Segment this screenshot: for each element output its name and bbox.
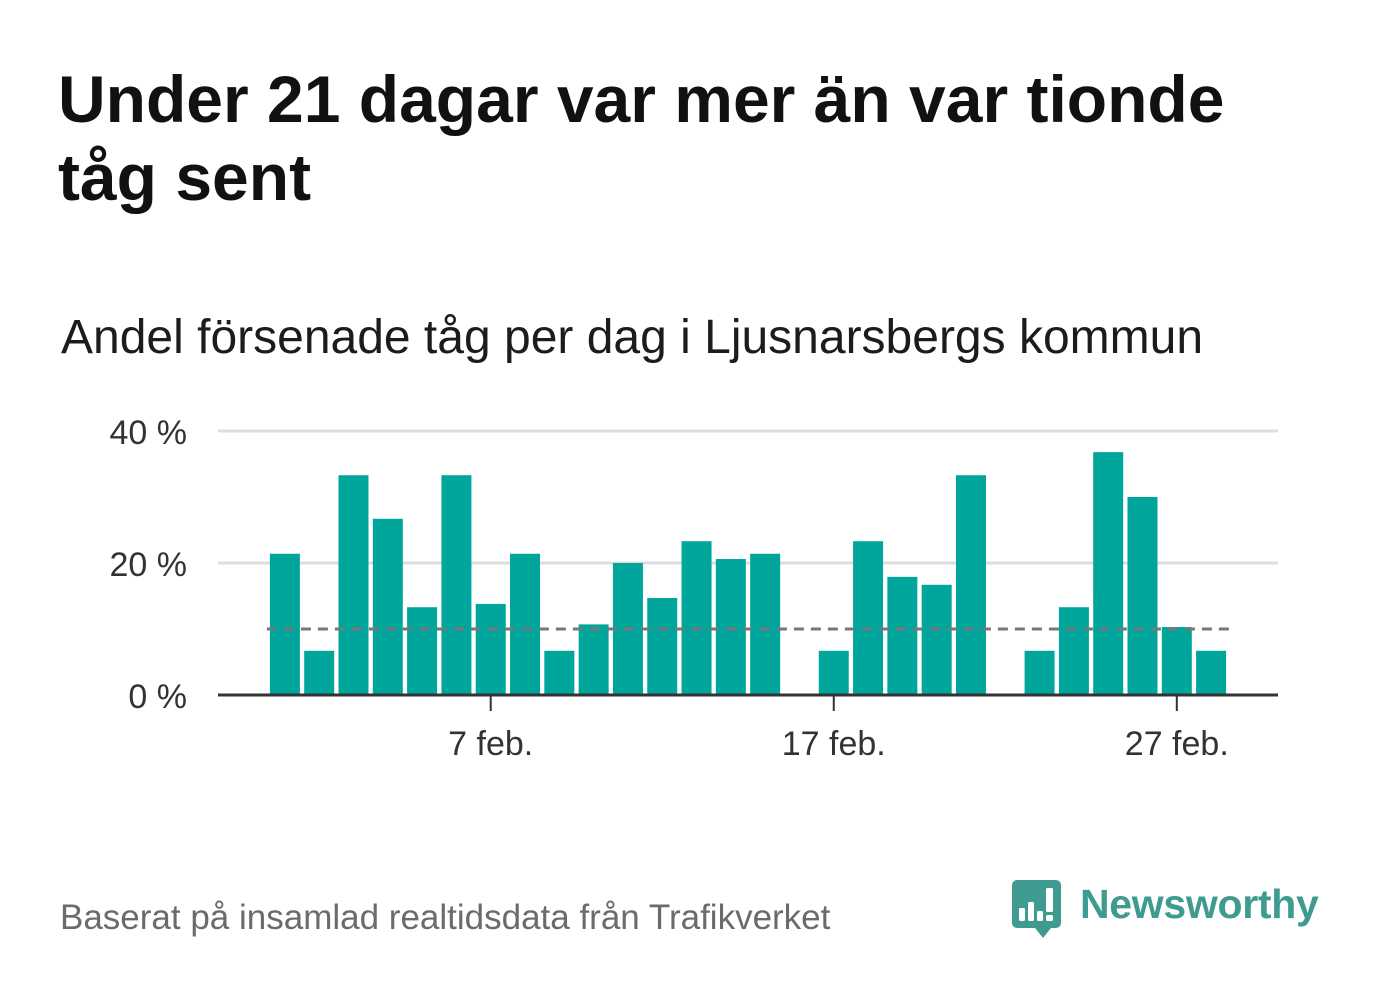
logo-bar	[1037, 911, 1043, 921]
logo-bar	[1028, 902, 1034, 921]
bar	[304, 650, 335, 695]
bar	[647, 597, 678, 695]
source-note: Baserat på insamlad realtidsdata från Tr…	[60, 898, 831, 937]
bar	[921, 584, 952, 695]
bar	[955, 475, 986, 695]
bar	[1024, 650, 1055, 695]
y-tick-label: 0 %	[128, 678, 187, 716]
bar	[338, 475, 369, 695]
logo-wordmark: Newsworthy	[1080, 881, 1319, 927]
x-tick-label: 7 feb.	[448, 725, 533, 763]
x-tick-label: 17 feb.	[782, 725, 886, 763]
bar	[1196, 650, 1227, 695]
bar	[372, 518, 403, 695]
logo-dot	[1046, 915, 1053, 921]
chart-subtitle: Andel försenade tåg per dag i Ljusnarsbe…	[61, 311, 1204, 364]
bar-chart: 0 % 20 % 40 % 7 feb. 17 feb. 27 feb.	[110, 414, 1278, 763]
bar	[578, 624, 609, 695]
y-tick-label: 40 %	[110, 414, 188, 452]
chart-title: Under 21 dagar var mer än var tionde tåg…	[58, 62, 1225, 214]
x-tick-label: 27 feb.	[1125, 725, 1229, 763]
bar	[407, 607, 438, 695]
bars	[269, 452, 1227, 695]
bar	[269, 553, 300, 695]
bar	[750, 553, 781, 695]
newsworthy-logo: Newsworthy	[1011, 878, 1321, 942]
logo-bar	[1019, 908, 1025, 921]
bar	[1161, 627, 1192, 695]
bar	[510, 553, 541, 695]
bar	[544, 650, 575, 695]
speech-bubble-chart-icon	[1012, 880, 1061, 938]
bar	[853, 541, 884, 695]
bar	[887, 576, 918, 695]
bar	[1058, 607, 1089, 695]
bar	[715, 559, 746, 695]
bar	[1127, 497, 1158, 695]
bar	[681, 541, 712, 695]
bar	[1093, 452, 1124, 695]
bar	[475, 603, 506, 695]
bar	[818, 650, 849, 695]
bar	[441, 475, 472, 695]
logo-bar	[1046, 888, 1053, 912]
y-tick-label: 20 %	[110, 546, 188, 584]
